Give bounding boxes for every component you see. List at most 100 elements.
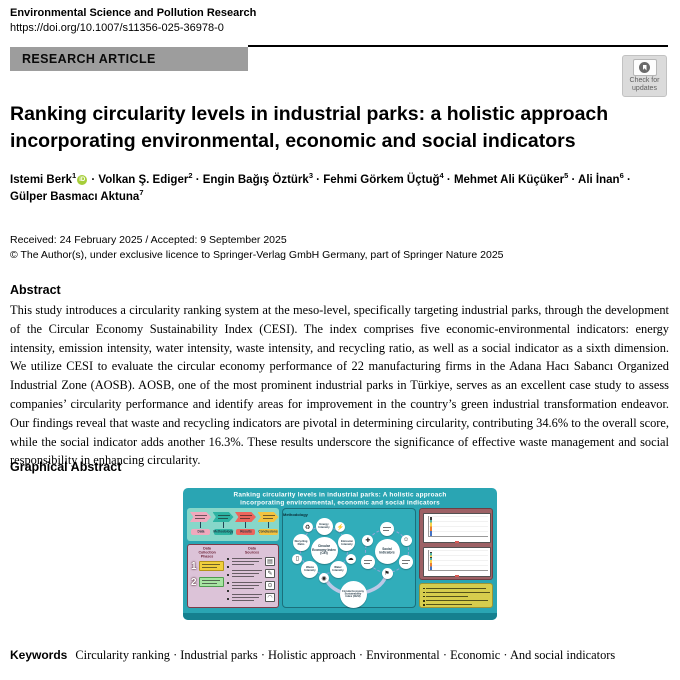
legend-swatch [455,541,459,543]
results-panel [419,508,493,580]
article-type-banner: RESEARCH ARTICLE [10,47,248,71]
bullet-dot [423,595,425,598]
text-line [195,518,205,519]
connector-line [267,522,269,528]
energy-icon: ⚡ [335,522,346,533]
text-line [202,567,217,568]
text-line [217,515,230,516]
documents-icon: ▤ [265,557,275,566]
author: Fehmi Görkem Üçtuğ4 [323,171,444,186]
keywords-label: Keywords [10,648,68,662]
text-line [232,558,262,559]
cei-indicator-circle: Waste Intensity [301,560,319,578]
text-line [202,583,217,584]
text-line [402,563,409,564]
check-updates-label-line2: updates [632,85,657,92]
text-line [426,595,468,597]
statistics-icon: ◠ [265,593,275,602]
bullet-square [227,566,229,568]
workflow-step-label: Data [191,529,210,535]
author: Ali İnan6 [578,171,624,186]
results-chart-1 [423,513,491,543]
received-accepted-line: Received: 24 February 2025 / Accepted: 9… [10,234,287,246]
text-line [383,530,389,531]
bullet-dot [423,587,425,589]
workflow-step-arrow [257,512,279,522]
workflow-step-arrow [190,512,211,522]
recycle-icon: ♻ [302,522,313,533]
journal-title: Environmental Science and Pollution Rese… [10,7,257,19]
author: Volkan Ş. Ediger2 [98,171,193,186]
header-rule [248,45,668,47]
text-line [217,518,228,519]
workflow-step-label: Results [236,529,255,535]
author: Gülper Basmacı Aktuna7 [10,188,144,203]
text-line [363,560,372,561]
bullet-square [227,582,229,584]
bullet-dot [423,591,425,594]
survey-icon: ✎ [265,569,275,578]
flag-icon: ⚑ [381,567,393,579]
text-line [426,591,490,593]
graphical-abstract-figure: Ranking circularity levels in industrial… [183,488,497,620]
workflow-step-arrow [235,512,256,522]
figure-title-line2: incorporating environmental, economic an… [240,499,440,507]
text-line [232,600,254,601]
text-line [195,515,207,516]
check-for-updates-badge[interactable]: Check for updates [622,55,667,97]
copyright-line: © The Author(s), under exclusive licence… [10,249,504,261]
author: Mehmet Ali Küçüker5 [453,171,569,186]
text-line [262,518,273,519]
page-title: Ranking circularity levels in industrial… [10,103,609,152]
bullet-square [227,574,229,576]
figure-bottom-strip [183,613,497,620]
legend-swatch [455,575,459,577]
text-line [363,563,370,564]
orcid-icon[interactable]: iD [77,175,88,185]
workflow-step-label: Methodology [213,529,234,535]
data-collection-panel: Data Collection Phases Data Sources 1 2 ▤ ✎… [187,544,279,608]
bullet-square [227,558,229,560]
social-indicator-circle [399,555,414,569]
check-updates-icon [632,59,657,76]
article-type-label: RESEARCH ARTICLE [22,52,156,66]
connector-line [222,522,224,528]
cesi-circle: Circular Economy Sustainability Index (C… [339,580,367,608]
text-line [232,573,259,574]
text-line [232,564,254,565]
methodology-panel: Methodology Circular Economy Index (CEI)… [282,508,416,608]
keywords-list: Circularity ranking · Industrial parks ·… [75,648,616,662]
bullet-dot [423,604,425,606]
connector-line [200,522,201,528]
data-sources-header: Data Sources [244,546,260,555]
author: Engin Bağış Öztürk3 [202,171,313,186]
waste-bin-icon: ▯ [292,553,303,564]
cei-indicator-circle: Emission Intensity [338,534,356,552]
text-line [232,594,262,595]
emission-cloud-icon: ☁ [345,553,356,564]
phase-chip [199,577,224,587]
keywords-line: Keywords Circularity ranking · Industrial… [10,648,670,663]
plus-icon: ✚ [362,534,374,546]
text-line [402,560,411,561]
author-list: Istemi Berk1 iD · Volkan Ş. Ediger2 · Eng… [10,171,631,203]
stacked-bar [430,519,432,536]
cei-indicator-circle: Energy Intensity [315,517,333,535]
text-line [426,587,486,589]
text-line [232,588,254,589]
social-indicator-circle [360,555,375,569]
connector-line [245,522,246,528]
bullet-dot [423,600,425,602]
text-line [232,561,259,562]
findings-panel [419,583,493,608]
text-line [232,597,259,598]
doi-link[interactable]: https://doi.org/10.1007/s11356-025-36978… [10,22,224,34]
results-chart-2 [423,547,491,577]
author: Istemi Berk1 [10,171,77,186]
data-collection-header: Data Collection Phases [198,546,216,559]
text-line [426,600,488,602]
methodology-label: Methodology [283,512,308,517]
workflow-panel: Data Methodology Results Conclusions [187,508,279,541]
phase-number: 1 [191,561,197,572]
